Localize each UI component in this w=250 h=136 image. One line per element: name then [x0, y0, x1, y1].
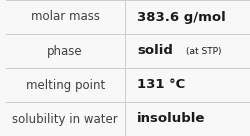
- Text: phase: phase: [47, 44, 83, 58]
- Text: melting point: melting point: [26, 78, 104, 92]
- Text: molar mass: molar mass: [30, 10, 99, 24]
- Text: 131 °C: 131 °C: [136, 78, 184, 92]
- Text: (at STP): (at STP): [185, 47, 220, 56]
- Text: solid: solid: [136, 44, 172, 58]
- Text: insoluble: insoluble: [136, 112, 204, 126]
- Text: 383.6 g/mol: 383.6 g/mol: [136, 10, 225, 24]
- Text: solubility in water: solubility in water: [12, 112, 118, 126]
